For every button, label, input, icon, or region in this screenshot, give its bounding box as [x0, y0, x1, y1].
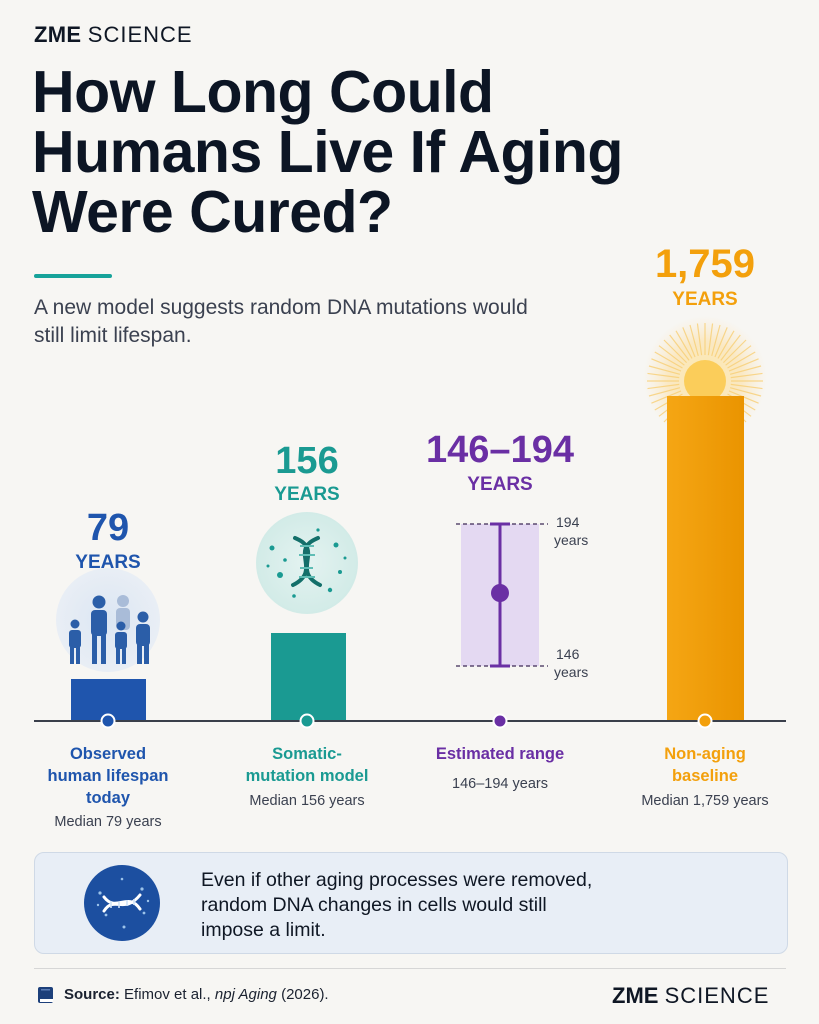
sun-ray [729, 365, 762, 375]
value-label-baseline: 1,759 [655, 242, 755, 286]
title-accent-rule [34, 274, 112, 278]
sun-ray [717, 330, 735, 359]
category-label-baseline: Non-aging baseline [664, 745, 746, 785]
sun-ray [727, 351, 756, 369]
category-sub-somatic: Median 156 years [249, 793, 365, 809]
sun-ray [728, 358, 759, 372]
lifespan-chart: 79 YEARS 156 YEARS 146–194 YEARS 1,759 Y… [34, 242, 786, 729]
category-sub-range: 146–194 years [452, 776, 548, 792]
dna-dot [338, 570, 342, 574]
category-label-observed: Observed human lifespan today [47, 745, 169, 807]
source-citation: Source: Efimov et al., npj Aging (2026). [64, 986, 329, 1003]
axis-marker-3 [492, 713, 508, 729]
dna-cell-icon [84, 865, 160, 941]
sun-ray [707, 323, 714, 356]
sun-ray [730, 372, 763, 379]
dna-dot [266, 564, 270, 568]
sun-ray [648, 387, 681, 397]
dna-dot [316, 528, 320, 532]
category-sub-observed: Median 79 years [54, 814, 162, 830]
sun-ray [689, 324, 699, 357]
unit-label-somatic: YEARS [274, 484, 339, 505]
page-title: How Long Could Humans Live If Aging Were… [32, 59, 623, 245]
range-errorbar-icon [456, 522, 548, 668]
sun-ray [725, 345, 752, 366]
range-top-number: 194 [556, 514, 580, 530]
sun-ray [647, 372, 680, 379]
sun-ray [663, 339, 688, 364]
unit-label-baseline: YEARS [672, 289, 737, 310]
sun-ray [729, 387, 762, 397]
book-icon [36, 985, 56, 1010]
dna-helix-icon [256, 512, 358, 614]
unit-label-range: YEARS [467, 474, 532, 495]
category-label-range: Estimated range [435, 745, 565, 763]
sun-ray [651, 390, 682, 404]
category-label-somatic: Somatic- mutation model [245, 745, 369, 785]
sun-ray [651, 358, 682, 372]
sun-ray [658, 345, 685, 366]
range-top-unit: years [554, 532, 588, 548]
sun-ray [669, 334, 690, 361]
sun-ray [654, 351, 683, 369]
sun-ray [711, 324, 721, 357]
subtitle: A new model suggests random DNA mutation… [34, 296, 528, 347]
axis-marker-1 [100, 713, 116, 729]
sun-ray [714, 327, 728, 358]
dna-dot [283, 558, 287, 562]
category-sub-baseline: Median 1,759 years [641, 793, 769, 809]
dna-dot [327, 587, 333, 593]
value-label-observed: 79 [87, 507, 129, 549]
family-silhouette-icon [56, 568, 160, 672]
dna-dot [333, 542, 339, 548]
sun-ray [720, 334, 741, 361]
unit-label-observed: YEARS [75, 552, 140, 573]
bar-somatic [271, 633, 346, 721]
dna-dot [292, 594, 296, 598]
value-label-range: 146–194 [426, 429, 574, 471]
axis-marker-2 [299, 713, 315, 729]
dna-dot [343, 556, 347, 560]
brand-logo-bottom: ZME SCIENCE [612, 983, 770, 1008]
sun-ray [675, 330, 693, 359]
range-bottom-number: 146 [556, 646, 580, 662]
dna-dot [269, 545, 275, 551]
bar-baseline [667, 396, 744, 721]
sun-ray [648, 365, 681, 375]
sun-ray [730, 383, 763, 390]
sun-ray [682, 327, 696, 358]
axis-marker-4 [697, 713, 713, 729]
sun-ray [647, 383, 680, 390]
range-bottom-unit: years [554, 664, 588, 680]
callout-text: Even if other aging processes were remov… [201, 869, 593, 941]
value-label-somatic: 156 [275, 440, 338, 482]
sun-ray [722, 339, 747, 364]
sun-ray [696, 323, 703, 356]
dna-dot [277, 572, 283, 578]
brand-logo-top: ZME SCIENCE [34, 22, 193, 47]
footer-divider [34, 968, 786, 969]
